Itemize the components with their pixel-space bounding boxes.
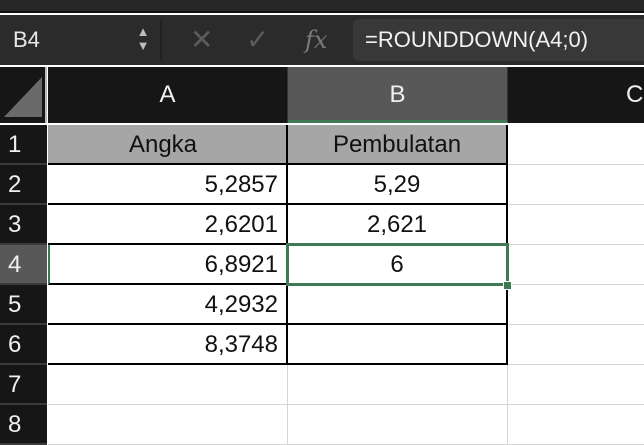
selection-outline [286,243,509,286]
column-header-c[interactable]: C [508,67,644,123]
name-box-stepper-icon[interactable]: ▲ ▼ [136,24,150,53]
cell-b7[interactable] [288,365,508,405]
row-header-3[interactable]: 3 [0,205,47,245]
row-header-5[interactable]: 5 [0,285,47,325]
cell-b5[interactable] [288,285,508,325]
cell-c7[interactable] [508,365,644,405]
cell-c2[interactable] [508,165,644,205]
cell-b1[interactable]: Pembulatan [288,125,508,165]
row-header-4[interactable]: 4 [0,245,47,285]
cell-c8[interactable] [508,405,644,445]
row-header-1[interactable]: 1 [0,125,47,165]
cell-a5[interactable]: 4,2932 [48,285,288,325]
confirm-check-icon[interactable]: ✓ [246,24,270,55]
cell-b3[interactable]: 2,621 [288,205,508,245]
cell-a8[interactable] [48,405,288,445]
name-box[interactable]: B4 [13,27,40,52]
spreadsheet-grid: A B C 1 Angka Pembulatan 2 5,2857 5,29 3 2,6201… [0,67,644,445]
cell-a1[interactable]: Angka [48,125,288,165]
function-fx-icon[interactable]: fx [305,26,328,54]
cell-c3[interactable] [508,205,644,245]
divider [160,19,162,61]
formula-bar: B4 ▲ ▼ ✕ ✓ fx =ROUNDDOWN(A4;0) [0,15,644,65]
cell-b2[interactable]: 5,29 [288,165,508,205]
row-header-8[interactable]: 8 [0,405,47,445]
cell-a3[interactable]: 2,6201 [48,205,288,245]
row-header-7[interactable]: 7 [0,365,47,405]
cell-a7[interactable] [48,365,288,405]
row-header-2[interactable]: 2 [0,165,47,205]
cell-c1[interactable] [508,125,644,165]
cancel-x-icon[interactable]: ✕ [190,24,214,55]
cell-c4[interactable] [508,245,644,285]
cell-c5[interactable] [508,285,644,325]
column-header-b[interactable]: B [288,67,508,123]
select-all-button[interactable] [0,67,47,123]
formula-input[interactable]: =ROUNDDOWN(A4;0) [353,19,644,61]
cell-c6[interactable] [508,325,644,365]
column-header-a[interactable]: A [48,67,288,123]
cell-a4[interactable]: 6,8921 [48,245,288,285]
cell-a6[interactable]: 8,3748 [48,325,288,365]
cell-b8[interactable] [288,405,508,445]
cell-b6[interactable] [288,325,508,365]
fill-handle[interactable] [503,281,512,290]
title-strip [0,0,644,13]
cell-a2[interactable]: 5,2857 [48,165,288,205]
row-header-6[interactable]: 6 [0,325,47,365]
